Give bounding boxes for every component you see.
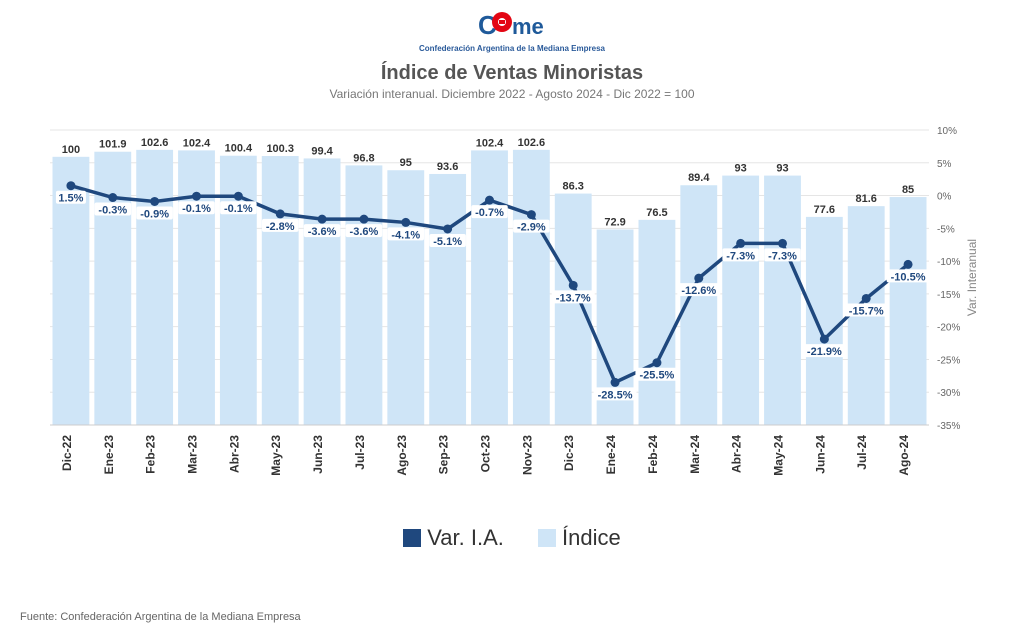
svg-text:Dic-22: Dic-22: [60, 435, 74, 471]
svg-text:93.6: 93.6: [437, 161, 458, 173]
legend-swatch-bar: [538, 529, 556, 547]
svg-text:99.4: 99.4: [311, 145, 333, 157]
svg-text:72.9: 72.9: [604, 216, 625, 228]
chart-title: Índice de Ventas Minoristas: [0, 62, 1024, 85]
svg-text:102.4: 102.4: [476, 137, 504, 149]
svg-text:96.8: 96.8: [353, 152, 374, 164]
svg-text:-35%: -35%: [937, 421, 960, 432]
header: C me Confederación Argentina de la Media…: [0, 0, 1024, 101]
svg-text:May-24: May-24: [772, 435, 786, 476]
svg-text:0%: 0%: [937, 192, 952, 203]
svg-text:Mar-23: Mar-23: [186, 435, 200, 474]
legend-label-line: Var. I.A.: [427, 525, 504, 551]
svg-text:-12.6%: -12.6%: [681, 285, 716, 297]
svg-text:-3.6%: -3.6%: [308, 226, 337, 238]
svg-text:-0.7%: -0.7%: [475, 207, 504, 219]
chart-area: -35% -30% -25% -20% -15% -10% -5% 0% 5% 10% Var. I…: [40, 120, 984, 510]
svg-text:-15%: -15%: [937, 290, 960, 301]
svg-text:5%: 5%: [937, 159, 952, 170]
svg-text:Oct-23: Oct-23: [479, 435, 493, 473]
svg-text:86.3: 86.3: [563, 181, 584, 193]
svg-text:Jun-23: Jun-23: [311, 435, 325, 474]
svg-text:76.5: 76.5: [646, 207, 667, 219]
svg-text:Dic-23: Dic-23: [562, 435, 576, 471]
svg-text:-30%: -30%: [937, 388, 960, 399]
svg-text:-0.3%: -0.3%: [98, 205, 127, 217]
svg-text:Ene-23: Ene-23: [102, 435, 116, 475]
svg-text:81.6: 81.6: [856, 193, 877, 205]
svg-text:93: 93: [776, 163, 788, 175]
svg-text:-0.1%: -0.1%: [224, 203, 253, 215]
svg-text:-0.1%: -0.1%: [182, 203, 211, 215]
svg-text:me: me: [512, 14, 544, 39]
svg-text:Abr-23: Abr-23: [227, 435, 241, 473]
svg-text:93: 93: [735, 163, 747, 175]
svg-text:102.4: 102.4: [183, 137, 211, 149]
svg-text:Ene-24: Ene-24: [604, 435, 618, 475]
legend-item-bar: Índice: [538, 525, 621, 551]
svg-text:85: 85: [902, 184, 914, 196]
svg-text:Mar-24: Mar-24: [688, 435, 702, 474]
svg-text:-28.5%: -28.5%: [598, 389, 633, 401]
svg-text:-15.7%: -15.7%: [849, 305, 884, 317]
chart-svg: -35% -30% -25% -20% -15% -10% -5% 0% 5% 10% Var. I…: [40, 120, 984, 510]
svg-text:95: 95: [400, 157, 412, 169]
legend: Var. I.A. Índice: [0, 525, 1024, 553]
svg-text:-25.5%: -25.5%: [639, 370, 674, 382]
svg-text:Nov-23: Nov-23: [520, 435, 534, 475]
svg-text:-4.1%: -4.1%: [391, 229, 420, 241]
svg-text:-0.9%: -0.9%: [140, 208, 169, 220]
chart-subtitle: Variación interanual. Diciembre 2022 - A…: [0, 87, 1024, 101]
svg-text:-7.3%: -7.3%: [726, 250, 755, 262]
svg-text:-2.8%: -2.8%: [266, 221, 295, 233]
svg-text:Jul-23: Jul-23: [353, 435, 367, 470]
svg-text:101.9: 101.9: [99, 139, 127, 151]
svg-text:-20%: -20%: [937, 323, 960, 334]
svg-text:Ago-24: Ago-24: [897, 435, 911, 476]
svg-text:102.6: 102.6: [518, 137, 546, 149]
svg-text:-5.1%: -5.1%: [433, 236, 462, 248]
svg-text:Jun-24: Jun-24: [813, 435, 827, 474]
svg-text:Abr-24: Abr-24: [730, 435, 744, 473]
legend-swatch-line: [403, 529, 421, 547]
svg-text:-25%: -25%: [937, 355, 960, 366]
svg-text:-3.6%: -3.6%: [350, 226, 379, 238]
svg-text:Ago-23: Ago-23: [395, 435, 409, 476]
svg-text:Var. Interanual: Var. Interanual: [965, 239, 979, 316]
svg-text:1.5%: 1.5%: [58, 193, 83, 205]
svg-text:77.6: 77.6: [814, 204, 835, 216]
svg-text:Feb-24: Feb-24: [646, 435, 660, 474]
logo-subtext: Confederación Argentina de la Mediana Em…: [419, 44, 605, 53]
svg-text:100.4: 100.4: [225, 143, 253, 155]
svg-text:-13.7%: -13.7%: [556, 292, 591, 304]
svg-text:Sep-23: Sep-23: [437, 435, 451, 475]
svg-text:100: 100: [62, 144, 80, 156]
svg-text:Jul-24: Jul-24: [855, 435, 869, 470]
svg-text:-10.5%: -10.5%: [891, 271, 926, 283]
legend-item-line: Var. I.A.: [403, 525, 504, 551]
svg-text:May-23: May-23: [269, 435, 283, 476]
svg-text:100.3: 100.3: [266, 143, 294, 155]
svg-text:-7.3%: -7.3%: [768, 250, 797, 262]
svg-text:-10%: -10%: [937, 257, 960, 268]
legend-label-bar: Índice: [562, 525, 621, 551]
svg-text:Feb-23: Feb-23: [144, 435, 158, 474]
svg-text:89.4: 89.4: [688, 172, 710, 184]
svg-text:-21.9%: -21.9%: [807, 346, 842, 358]
svg-text:102.6: 102.6: [141, 137, 169, 149]
svg-text:-2.9%: -2.9%: [517, 222, 546, 234]
source-text: Fuente: Confederación Argentina de la Me…: [20, 611, 301, 623]
came-logo: C me Confederación Argentina de la Media…: [419, 8, 605, 53]
svg-text:10%: 10%: [937, 126, 957, 137]
svg-text:-5%: -5%: [937, 224, 955, 235]
